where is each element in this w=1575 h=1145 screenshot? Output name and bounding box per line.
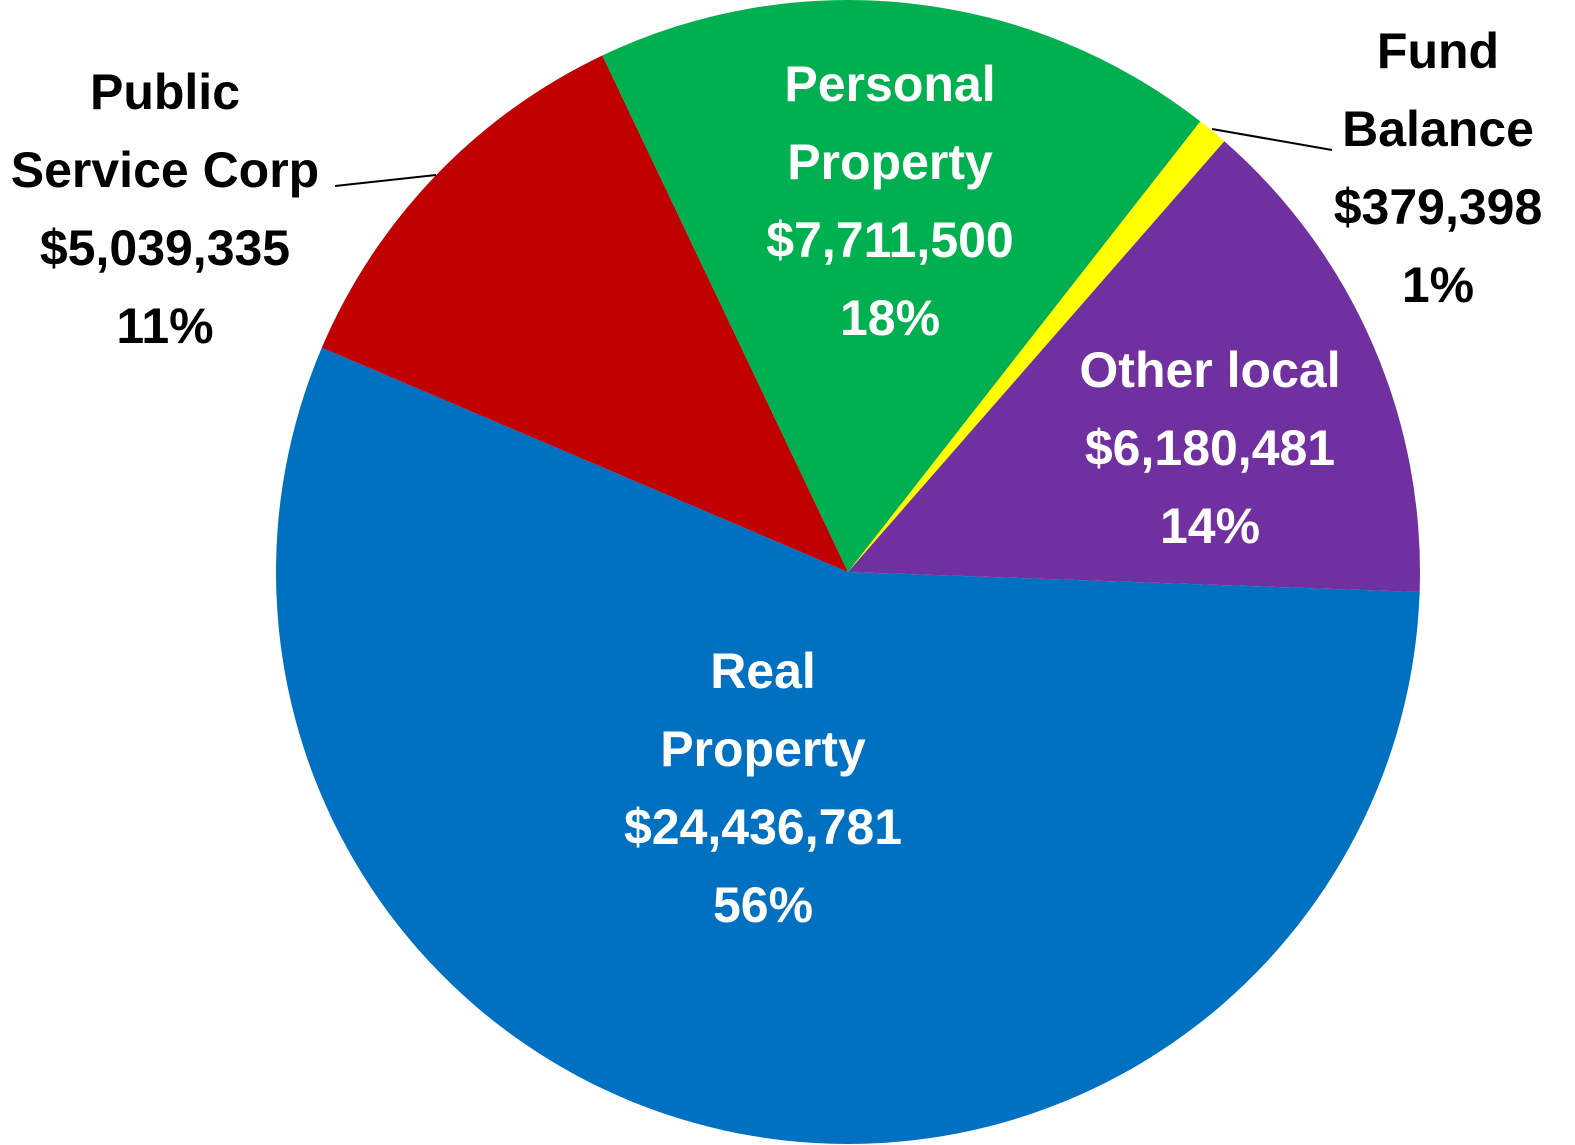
data-label: Public Service Corp $5,039,335 11% <box>0 53 335 365</box>
category-label: Real Property <box>660 643 866 777</box>
data-label: Real Property $24,436,781 56% <box>623 632 903 944</box>
data-label: Personal Property $7,711,500 18% <box>740 45 1040 357</box>
percent-label: 18% <box>839 290 941 346</box>
pie-slice <box>848 121 1225 572</box>
percent-label: 56% <box>712 877 814 933</box>
category-label: Other local <box>1079 342 1341 398</box>
value-label: $379,398 <box>1333 179 1543 235</box>
data-label: Fund Balance $379,398 1% <box>1318 12 1558 324</box>
percent-label: 11% <box>116 298 214 354</box>
category-label: Personal Property <box>784 56 996 190</box>
percent-label: 1% <box>1401 257 1475 313</box>
category-label: Fund Balance <box>1342 23 1534 157</box>
value-label: $7,711,500 <box>766 212 1014 268</box>
leader-line <box>334 174 437 187</box>
category-label: Public Service Corp <box>10 64 320 198</box>
value-label: $5,039,335 <box>39 220 291 276</box>
percent-label: 14% <box>1159 498 1261 554</box>
data-label: Other local $6,180,481 14% <box>1030 331 1390 565</box>
value-label: $24,436,781 <box>623 799 903 855</box>
leader-line <box>1211 128 1333 151</box>
pie-slice <box>848 141 1420 592</box>
value-label: $6,180,481 <box>1084 420 1336 476</box>
pie-slice <box>275 347 1420 1145</box>
pie-slice <box>602 0 1201 572</box>
pie-slice <box>321 55 848 572</box>
